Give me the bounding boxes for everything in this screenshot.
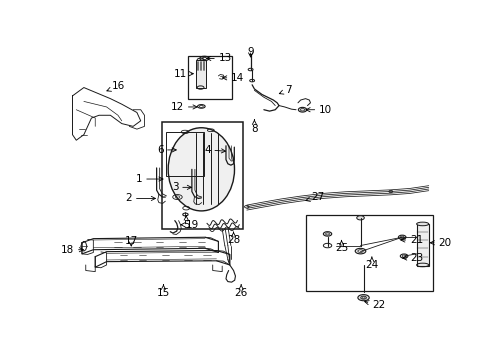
Text: 3: 3 (172, 183, 191, 192)
Ellipse shape (168, 128, 234, 211)
Bar (188, 56, 231, 99)
Text: 12: 12 (171, 102, 197, 112)
Text: 16: 16 (107, 81, 125, 91)
Text: 25: 25 (334, 240, 347, 253)
Bar (416, 224, 428, 266)
Bar (305, 215, 432, 291)
Text: 15: 15 (157, 285, 170, 298)
Bar (195, 60, 205, 87)
Text: 7: 7 (279, 85, 291, 95)
Text: 26: 26 (234, 285, 247, 298)
Text: 8: 8 (250, 120, 257, 134)
Text: 2: 2 (125, 193, 155, 203)
Ellipse shape (356, 216, 364, 220)
Text: 1: 1 (136, 174, 163, 184)
Text: 22: 22 (364, 300, 385, 310)
Bar (166, 132, 204, 176)
Text: 17: 17 (124, 237, 138, 246)
Bar (161, 122, 243, 229)
Text: 19: 19 (181, 220, 199, 230)
Text: 4: 4 (204, 145, 225, 155)
Text: 5: 5 (183, 216, 189, 230)
Text: 27: 27 (305, 192, 324, 202)
Text: 18: 18 (61, 245, 83, 255)
Text: 6: 6 (157, 145, 176, 155)
Ellipse shape (323, 232, 331, 236)
Text: 28: 28 (226, 232, 240, 245)
Text: 13: 13 (206, 53, 231, 63)
Text: 9: 9 (247, 46, 253, 57)
Ellipse shape (354, 248, 365, 254)
Ellipse shape (357, 294, 368, 301)
Text: 10: 10 (305, 105, 331, 115)
Ellipse shape (298, 107, 306, 112)
Text: 23: 23 (402, 253, 423, 263)
Text: 24: 24 (365, 257, 378, 270)
Ellipse shape (197, 58, 203, 62)
Text: 11: 11 (173, 69, 193, 79)
Text: 21: 21 (400, 235, 422, 245)
Ellipse shape (416, 222, 428, 226)
Text: 20: 20 (429, 238, 450, 248)
Text: 14: 14 (222, 73, 244, 83)
